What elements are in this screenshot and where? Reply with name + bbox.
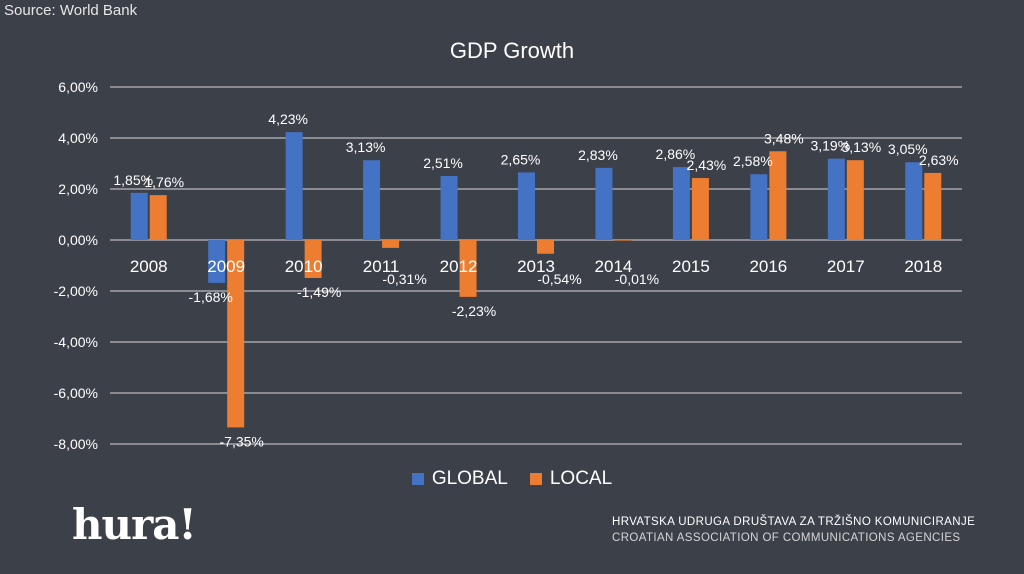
bar-global — [208, 240, 226, 283]
bar-local — [304, 240, 322, 278]
association-name: HRVATSKA UDRUGA DRUŠTAVA ZA TRŽIŠNO KOMU… — [612, 514, 975, 546]
data-label-global: 3,19% — [810, 138, 850, 154]
bar-global — [285, 132, 303, 240]
bar-local — [149, 195, 167, 240]
x-tick-label: 2009 — [207, 257, 245, 276]
y-tick-label: -6,00% — [54, 385, 98, 401]
data-label-local: 2,63% — [919, 152, 959, 168]
y-tick-label: 4,00% — [58, 130, 98, 146]
bar-global — [440, 175, 458, 240]
bar-global — [595, 167, 613, 240]
data-label-local: -0,01% — [615, 271, 659, 287]
bar-global — [130, 192, 148, 240]
data-label-local: -1,49% — [297, 284, 341, 300]
bar-global — [750, 174, 768, 240]
data-label-local: -7,35% — [220, 433, 264, 449]
x-tick-label: 2012 — [440, 257, 478, 276]
y-tick-label: -4,00% — [54, 334, 98, 350]
x-tick-label: 2018 — [904, 257, 942, 276]
data-label-local: 3,13% — [841, 139, 881, 155]
legend-label-local: LOCAL — [549, 468, 613, 489]
data-label-global: 3,13% — [346, 139, 386, 155]
x-tick-label: 2011 — [363, 257, 400, 276]
y-tick-label: 0,00% — [58, 232, 98, 248]
data-label-local: 1,76% — [144, 174, 184, 190]
bar-local — [382, 240, 400, 248]
x-tick-label: 2015 — [672, 257, 710, 276]
chart-title: GDP Growth — [449, 38, 575, 63]
bar-local — [691, 178, 709, 240]
y-tick-label: -8,00% — [54, 436, 98, 452]
data-label-global: 4,23% — [268, 111, 308, 127]
data-label-global: 2,51% — [423, 155, 463, 171]
data-label-local: 2,43% — [687, 157, 727, 173]
data-label-global: 2,65% — [501, 151, 541, 167]
bar-local — [459, 240, 477, 297]
bar-global — [672, 167, 690, 240]
source-note: Source: World Bank — [4, 2, 138, 19]
x-tick-label: 2017 — [827, 257, 865, 276]
association-name-en: CROATIAN ASSOCIATION OF COMMUNICATIONS A… — [612, 532, 961, 544]
bar-global — [905, 162, 923, 240]
legend-swatch-local — [529, 473, 542, 485]
chart-legend: GLOBAL LOCAL — [0, 468, 1024, 490]
legend-swatch-global — [411, 473, 424, 485]
x-tick-label: 2010 — [285, 257, 323, 276]
data-label-global: 3,05% — [888, 141, 928, 157]
data-label-global: 2,86% — [656, 146, 696, 162]
bar-global — [827, 158, 845, 240]
y-tick-label: 2,00% — [58, 181, 98, 197]
y-tick-label: 6,00% — [58, 79, 98, 95]
x-tick-label: 2014 — [595, 257, 633, 276]
bar-local — [614, 240, 632, 241]
data-label-local: -0,54% — [537, 271, 581, 287]
data-label-global: 1,85% — [113, 172, 153, 188]
y-tick-label: -2,00% — [54, 283, 98, 299]
legend-item-global: GLOBAL — [411, 468, 508, 490]
data-label-local: -2,23% — [452, 303, 496, 319]
data-label-global: -1,68% — [189, 289, 233, 305]
bar-local — [924, 172, 942, 240]
association-name-hr: HRVATSKA UDRUGA DRUŠTAVA ZA TRŽIŠNO KOMU… — [612, 516, 976, 528]
bar-local — [537, 240, 554, 254]
data-label-global: 2,58% — [733, 153, 773, 169]
data-label-global: 2,83% — [578, 147, 618, 163]
data-label-local: -0,31% — [382, 271, 426, 287]
data-label-local: 3,48% — [764, 130, 804, 146]
bar-local — [846, 160, 864, 240]
hura-logo: hura! — [72, 500, 197, 549]
bar-global — [363, 160, 381, 240]
x-tick-label: 2016 — [749, 257, 787, 276]
legend-label-global: GLOBAL — [431, 468, 508, 489]
x-tick-label: 2008 — [130, 257, 168, 276]
bar-local — [769, 151, 787, 240]
bar-global — [518, 172, 535, 240]
bar-local — [227, 240, 245, 428]
x-tick-label: 2013 — [517, 257, 555, 276]
legend-item-local: LOCAL — [529, 468, 613, 490]
